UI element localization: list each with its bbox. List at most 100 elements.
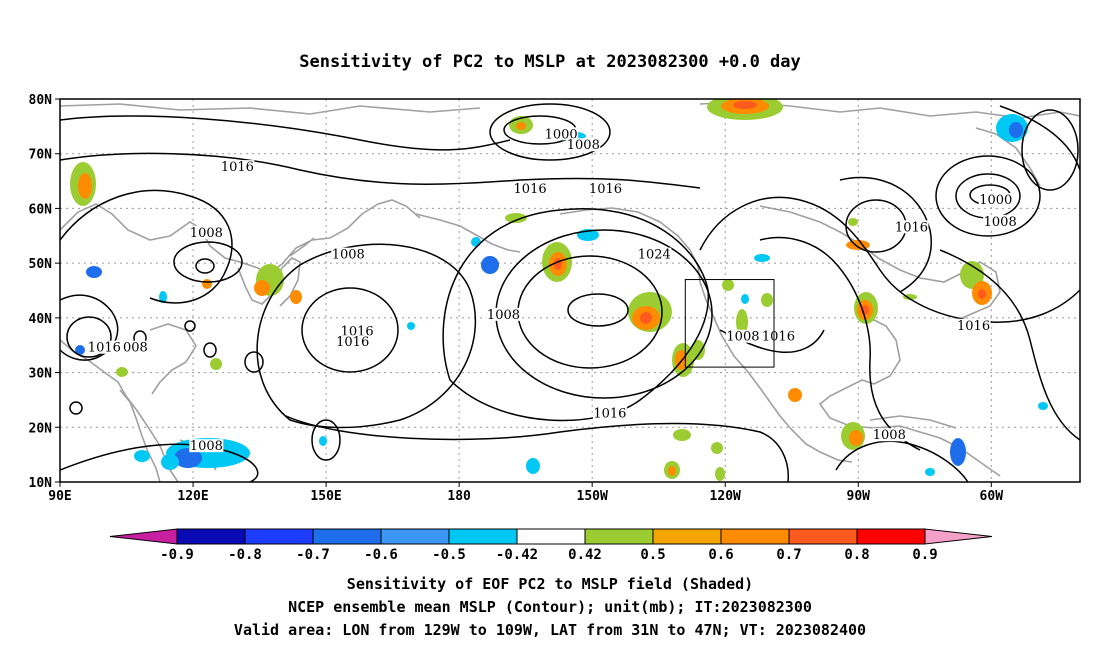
contour-label-bg (513, 182, 548, 196)
contour-label-bg (122, 340, 149, 354)
patch-tropical-blue (526, 458, 540, 474)
coastline-china-east (149, 323, 197, 395)
colorbar-under-triangle (109, 528, 178, 545)
contour-label: 1024 (638, 248, 671, 263)
contour-label-bg (340, 324, 375, 338)
patch-hudson (846, 240, 870, 250)
patch-japan (290, 290, 302, 304)
contour-label: 1016 (895, 220, 928, 235)
contour-1008-siberia (60, 189, 233, 304)
contour-1008-low (935, 155, 1041, 237)
contour-tiny-1 (69, 401, 83, 415)
contour-label-bg (486, 307, 521, 321)
coastline-north-america-west (559, 207, 853, 463)
contour-labels: 1016 1000 1008 1016 1016 1008 1008 1024 1008 1016… (87, 127, 1018, 454)
patch-china-south (116, 367, 128, 377)
patch-green-small-e (903, 294, 917, 300)
patch-manchuria (202, 279, 212, 289)
colorbar-label: 0.7 (776, 547, 801, 563)
coastline-us-gulf (818, 317, 1001, 477)
lat-tick-label: 70N (29, 148, 53, 163)
colorbar-over-triangle (924, 528, 993, 545)
colorbar-swatch (380, 528, 450, 545)
figure-title: Sensitivity of PC2 to MSLP at 2023082300… (299, 52, 801, 72)
contour-1016-center (301, 287, 399, 373)
colorbar-label: 0.8 (844, 547, 869, 563)
colorbar-swatch (516, 528, 586, 545)
contour-label: 1016 (336, 335, 369, 350)
colorbar-label: 0.9 (912, 547, 937, 563)
map-frame (59, 98, 1081, 483)
colorbar-swatch (448, 528, 518, 545)
colorbar-label: -0.7 (296, 547, 330, 563)
lat-tick-label: 80N (29, 93, 53, 108)
contour-label-bg (978, 192, 1013, 206)
colorbar-label: 0.42 (568, 547, 602, 563)
colorbar-label: 0.6 (708, 547, 733, 563)
contour-label-bg (637, 247, 672, 261)
colorbar-swatch (788, 528, 858, 545)
patch-blue-mongolia (159, 291, 167, 303)
contour-label: 1016 (589, 182, 622, 197)
contour-label-bg (872, 428, 907, 442)
contour-label: 1016 (221, 160, 254, 175)
lon-tick-label: 120E (177, 489, 208, 504)
patch-tropical-orange (664, 461, 725, 481)
coastline-greenland (975, 127, 1041, 187)
longitude-axis: 90E 120E 150E 180 150W 120W 90W 60W (48, 482, 1003, 504)
colorbar-label: -0.42 (496, 547, 538, 563)
lat-tick-label: 50N (29, 257, 53, 272)
contour-label-bg (761, 329, 796, 343)
patch-gulf-mexico (841, 422, 865, 450)
patch-arctic-canada (707, 99, 783, 120)
patch-greenland-blue (996, 114, 1028, 142)
colorbar-label: -0.9 (160, 547, 194, 563)
contour-greenland (999, 105, 1080, 171)
contour-high-core (567, 293, 629, 327)
lon-tick-label: 150W (577, 489, 608, 504)
coastline-kamchatka-aleutian (415, 213, 521, 253)
patch-east-pacific (628, 292, 672, 332)
patch-rockies-north (761, 293, 773, 307)
contour-label: 1016 (957, 319, 990, 334)
contour-label-bg (983, 214, 1018, 228)
contour-1008-caribbean (835, 440, 969, 482)
contour-1008-arctic (489, 103, 611, 161)
contour-label-bg (956, 318, 991, 332)
patch-blue-midpacific (407, 322, 415, 330)
contour-tiny-3 (203, 342, 217, 358)
lon-tick-label: 60W (980, 489, 1004, 504)
contour-1016-us (759, 236, 921, 451)
lat-tick-label: 40N (29, 312, 53, 327)
contour-label: 1008 (984, 215, 1017, 230)
contour-label: 1008 (190, 226, 223, 241)
patch-hudson-small (848, 218, 858, 226)
patch-siberia (70, 162, 96, 206)
contour-1016-canada (699, 196, 1080, 323)
colorbar-label: -0.6 (364, 547, 398, 563)
patch-bering (505, 213, 527, 223)
contour-greenland-high (1021, 109, 1079, 191)
contour-tibet-inner (66, 316, 112, 358)
contour-label-bg (189, 225, 224, 239)
contour-label: 1008 (487, 308, 520, 323)
patch-canada-blue (754, 254, 770, 262)
contour-label: 1008 (873, 428, 906, 443)
lat-tick-label: 20N (29, 421, 53, 436)
contour-label: 1000 (979, 193, 1012, 208)
contour-label: 1008 (332, 248, 365, 263)
caption-line-2: NCEP ensemble mean MSLP (Contour); unit(… (288, 598, 812, 616)
coastline-caribbean (869, 415, 957, 429)
contour-label-bg (592, 406, 627, 420)
contour-label: 1008 (190, 439, 223, 454)
colorbar-label: -0.8 (228, 547, 262, 563)
patch-blue-north-pacific (481, 256, 499, 274)
patch-atlantic-blue (1038, 402, 1048, 410)
patch-blue-pacific-w (319, 436, 327, 446)
contour-label-bg (725, 329, 760, 343)
contour-1008-tibet (60, 294, 119, 361)
coastline-hudson-east (759, 205, 1001, 319)
valid-area-box (684, 279, 775, 368)
colorbar-swatch (176, 528, 246, 545)
